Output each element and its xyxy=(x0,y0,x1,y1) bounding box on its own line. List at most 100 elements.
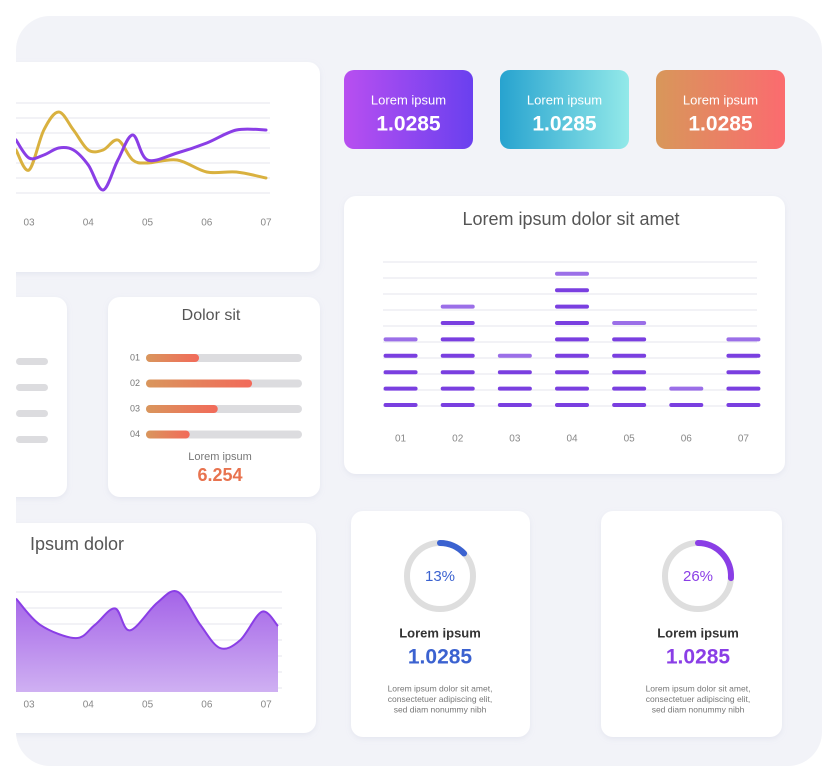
bar-segment xyxy=(612,353,647,358)
content: Lorem ipsum 1.0285 Lorem ipsum 1.0285 Lorem … xyxy=(16,70,785,714)
card-figure: 1.0285 xyxy=(408,646,473,669)
x-tick-label: 07 xyxy=(738,434,750,445)
progress-bar xyxy=(146,354,200,362)
decor-bar xyxy=(16,384,48,391)
bar-segment xyxy=(383,353,418,358)
x-tick-label: 04 xyxy=(83,700,95,711)
card-title: Lorem ipsum xyxy=(399,625,481,640)
donut-arc xyxy=(695,540,734,582)
panel xyxy=(16,297,67,497)
bar-segment xyxy=(440,321,475,325)
bar-segment xyxy=(440,370,475,375)
description: Lorem ipsum dolor sit amet, xyxy=(388,683,493,693)
bar-segment xyxy=(555,337,589,342)
x-tick-label: 06 xyxy=(681,434,693,445)
bar xyxy=(440,304,475,407)
bar-segment xyxy=(669,386,704,391)
x-tick-label: 03 xyxy=(23,700,35,711)
x-tick-label: 05 xyxy=(142,218,154,229)
progress-bar xyxy=(146,405,218,413)
line-series xyxy=(16,110,268,180)
description: sed diam nonummy nibh xyxy=(652,704,745,714)
bar-segment xyxy=(440,403,475,407)
bar-segment xyxy=(726,370,761,375)
chart-title: Ipsum dolor xyxy=(30,534,124,554)
bar-segment xyxy=(383,386,418,391)
summary-value: 6.254 xyxy=(197,465,242,485)
x-tick-label: 06 xyxy=(201,700,213,711)
bar-segment xyxy=(612,403,647,407)
area-fill xyxy=(16,590,278,692)
x-tick-label: 04 xyxy=(566,434,578,445)
bar xyxy=(497,353,532,407)
bar-segment xyxy=(726,337,761,342)
chart-title: Lorem ipsum dolor sit amet xyxy=(462,209,679,229)
donut-label: 13% xyxy=(425,568,455,585)
donut-label: 26% xyxy=(683,568,713,585)
card-value: 1.0285 xyxy=(532,113,597,136)
x-tick-label: 03 xyxy=(23,218,35,229)
bar-segment xyxy=(612,386,647,391)
bar-segment xyxy=(497,386,532,391)
bar xyxy=(383,337,418,407)
description: consectetuer adipiscing elit, xyxy=(388,694,492,704)
x-tick-label: 03 xyxy=(509,434,521,445)
bar-segment xyxy=(555,271,589,276)
row-label: 04 xyxy=(130,429,140,439)
bar-segment xyxy=(555,386,589,391)
x-tick-label: 02 xyxy=(452,434,464,445)
description: consectetuer adipiscing elit, xyxy=(646,694,750,704)
bar-segment xyxy=(555,353,589,358)
description: sed diam nonummy nibh xyxy=(394,704,487,714)
summary-label: Lorem ipsum xyxy=(188,451,252,463)
x-tick-label: 05 xyxy=(624,434,636,445)
bar-segment xyxy=(555,370,589,375)
bar-segment xyxy=(497,370,532,375)
bar-segment xyxy=(497,403,532,407)
chart-title: Dolor sit xyxy=(182,307,241,324)
bar-segment xyxy=(555,304,589,309)
progress-bar xyxy=(146,379,253,388)
x-tick-label: 06 xyxy=(201,218,213,229)
bar-segment xyxy=(726,386,761,391)
bar-segment xyxy=(555,403,589,407)
bar-segment xyxy=(726,403,761,407)
decor-bar xyxy=(16,358,48,365)
bar-segment xyxy=(612,370,647,375)
panel xyxy=(16,62,320,272)
bar-segment xyxy=(726,353,761,358)
bar-segment xyxy=(383,337,418,342)
stat-card xyxy=(344,70,473,149)
x-tick-label: 04 xyxy=(83,218,95,229)
card-label: Lorem ipsum xyxy=(527,92,602,107)
stat-card xyxy=(500,70,629,149)
bar-segment xyxy=(555,288,589,293)
progress-bar xyxy=(146,430,190,439)
bar-segment xyxy=(669,403,704,407)
row-label: 01 xyxy=(130,352,140,362)
bar xyxy=(612,321,647,407)
line-series xyxy=(16,127,268,192)
row-label: 03 xyxy=(130,403,140,413)
panel xyxy=(601,511,782,737)
bar-segment xyxy=(612,321,647,325)
x-tick-label: 07 xyxy=(260,218,272,229)
bar-segment xyxy=(555,321,589,325)
card-value: 1.0285 xyxy=(688,113,753,136)
canvas: Lorem ipsum 1.0285 Lorem ipsum 1.0285 Lorem … xyxy=(16,16,822,766)
x-tick-label: 05 xyxy=(142,700,154,711)
decor-bar xyxy=(16,410,48,417)
panel xyxy=(351,511,530,737)
card-value: 1.0285 xyxy=(376,113,441,136)
bar-segment xyxy=(497,353,532,358)
bar xyxy=(555,271,589,407)
bar xyxy=(726,337,761,407)
area-line xyxy=(16,590,279,650)
card-title: Lorem ipsum xyxy=(657,625,739,640)
panel xyxy=(344,196,785,474)
x-tick-label: 07 xyxy=(261,700,273,711)
card-label: Lorem ipsum xyxy=(683,92,758,107)
donut-arc xyxy=(437,540,468,557)
panel xyxy=(108,297,320,497)
